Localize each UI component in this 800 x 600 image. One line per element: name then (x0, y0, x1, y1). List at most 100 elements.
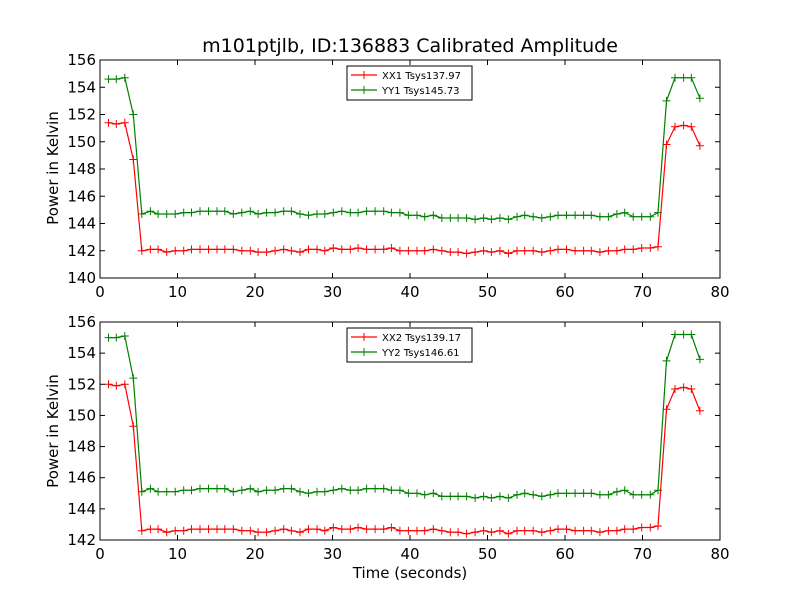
lower-series-2-point (104, 333, 113, 342)
lower-x-tick-label: 50 (478, 545, 497, 563)
upper-series-1-point (287, 246, 296, 255)
lower-x-tick-label: 0 (95, 545, 105, 563)
upper-series-2-point (429, 211, 438, 220)
upper-series-1-point (346, 245, 355, 254)
upper-series-2-point (612, 210, 621, 218)
lower-series-1-point (137, 526, 146, 535)
lower-series-1-point (612, 526, 621, 535)
upper-series-1-point (304, 245, 313, 254)
lower-series-1-point (213, 525, 221, 534)
upper-series-1-point (129, 155, 138, 164)
lower-legend-marker-2 (360, 348, 368, 356)
upper-series-1-point (229, 245, 238, 254)
lower-series-2-point (346, 486, 355, 495)
lower-series-1-point (429, 525, 438, 534)
upper-series-2-point (146, 207, 155, 216)
upper-series-1-point (104, 118, 113, 127)
upper-series-1-point (595, 248, 604, 257)
upper-series-1-point (371, 245, 380, 254)
lower-series-2-point (462, 492, 471, 501)
upper-series-1-point (187, 245, 196, 254)
upper-y-tick-label: 146 (67, 187, 96, 205)
upper-series-2-point (329, 208, 338, 217)
lower-series-1-point (171, 526, 180, 535)
upper-series-2-point (479, 214, 488, 222)
lower-series-1-point (687, 385, 696, 393)
upper-series-1-point (204, 245, 213, 254)
upper-series-2-point (287, 207, 296, 216)
lower-series-1-point (246, 526, 255, 535)
upper-series-1-point (637, 244, 646, 252)
upper-series-1-point (620, 245, 629, 254)
upper-series-1-point (220, 245, 229, 254)
lower-y-tick-label: 142 (67, 531, 96, 549)
lower-series-1-point (654, 522, 662, 530)
lower-series-1-point (296, 528, 304, 537)
upper-series-2-point (487, 215, 496, 224)
upper-series-1-point (237, 246, 246, 255)
upper-series-2-point (246, 207, 255, 216)
lower-series-2-point (395, 486, 404, 495)
upper-series-2-point (471, 215, 480, 224)
lower-series-2-point (504, 494, 513, 502)
lower-series-1-point (404, 526, 413, 535)
upper-x-tick-label: 10 (168, 283, 187, 301)
lower-series-1-point (446, 528, 455, 537)
upper-series-2-point (462, 214, 471, 222)
upper-legend-marker-1 (360, 71, 368, 79)
upper-series-1-point (354, 244, 363, 252)
upper-series-1-point (529, 246, 538, 255)
upper-y-axis-label: Power in Kelvin (44, 111, 62, 225)
lower-series-1-point (279, 525, 288, 534)
lower-y-tick-label: 148 (67, 438, 96, 456)
upper-y-tick-label: 148 (67, 160, 96, 178)
upper-series-1-point (571, 246, 580, 255)
upper-x-tick-label: 20 (245, 283, 264, 301)
upper-series-1-point (429, 245, 438, 254)
upper-x-tick-label: 40 (400, 283, 419, 301)
lower-series-2-point (179, 486, 188, 495)
lower-series-2-point (413, 489, 421, 498)
lower-series-1-point (579, 526, 588, 535)
upper-series-1-point (387, 244, 396, 252)
lower-series-1-point (695, 406, 704, 415)
upper-series-2-point (646, 212, 655, 221)
lower-series-2-point (379, 484, 388, 493)
upper-series-2-point (296, 210, 304, 218)
upper-series-2-point (537, 214, 546, 222)
upper-series-2-point (204, 207, 213, 216)
upper-series-2-point (279, 207, 288, 216)
lower-series-2-point (646, 490, 655, 499)
lower-series-1-point (304, 525, 313, 534)
lower-series-1-point (495, 526, 504, 535)
upper-series-2-point (579, 211, 588, 220)
lower-series-1-point (546, 526, 555, 535)
upper-legend-marker-2 (360, 86, 368, 94)
lower-series-2-point (604, 490, 613, 499)
lower-x-tick-label: 10 (168, 545, 187, 563)
upper-series-1-point (520, 246, 529, 255)
upper-series-2-point (346, 208, 355, 217)
upper-series-1-point (420, 246, 429, 255)
lower-series-1-point (437, 526, 446, 535)
upper-series-1-point (579, 246, 588, 255)
upper-series-1-point (646, 244, 655, 252)
upper-series-1-point (279, 245, 288, 254)
upper-series-2-point (604, 212, 613, 221)
lower-series-1-point (146, 525, 155, 534)
upper-series-1-point (162, 248, 171, 257)
upper-series-1-point (513, 246, 521, 255)
lower-series-2-point (420, 490, 429, 499)
lower-series-1-point (320, 526, 329, 535)
upper-series-1-point (495, 246, 504, 255)
upper-series-1-point (629, 245, 638, 254)
lower-series-2-point (154, 487, 163, 496)
upper-series-2-point (679, 73, 688, 82)
upper-series-1-point (479, 246, 488, 255)
upper-series-1-point (546, 246, 555, 255)
lower-series-1-point (313, 525, 321, 534)
upper-series-2-point (454, 214, 463, 222)
lower-series-1-point (379, 525, 388, 534)
upper-series-1-point (662, 140, 671, 149)
